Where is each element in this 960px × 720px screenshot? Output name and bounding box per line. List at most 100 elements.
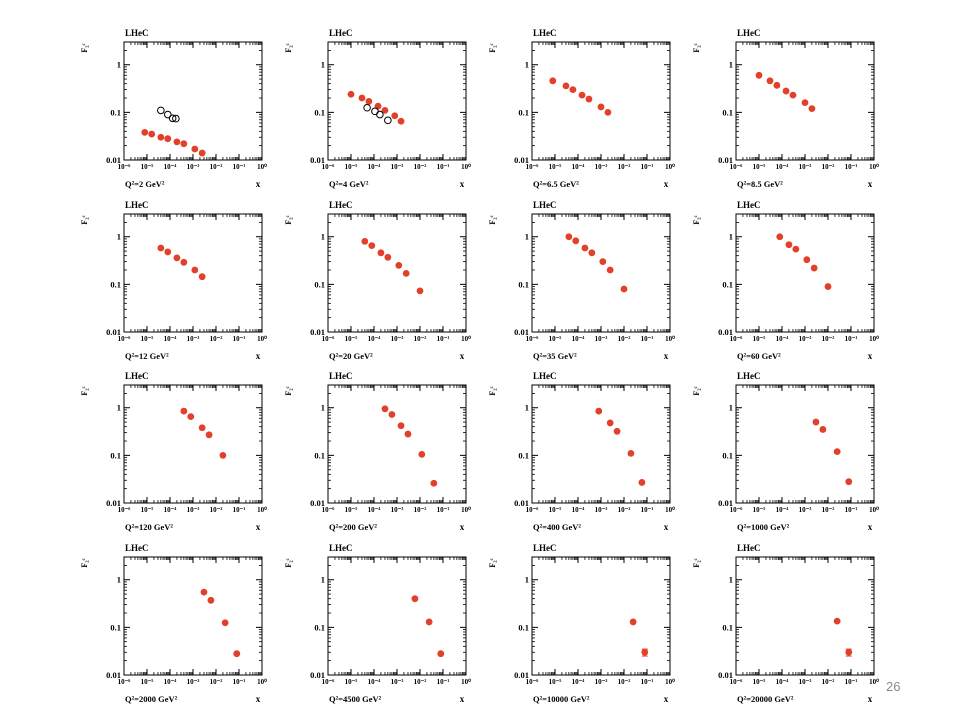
- q2-label: Q²=200 GeV²: [329, 522, 377, 532]
- x-axis-label: x: [664, 694, 669, 704]
- data-point: [198, 149, 206, 157]
- y-axis-label: F₂ᶜ: [488, 43, 497, 52]
- x-tick-label: 10⁻⁵: [549, 678, 562, 686]
- data-point: [845, 478, 853, 486]
- plot-frame: [123, 556, 263, 676]
- x-axis-label: x: [256, 694, 261, 704]
- x-tick-label: 10⁻⁶: [322, 506, 335, 514]
- y-tick-label: 0.01: [310, 498, 325, 508]
- plot-frame: [123, 384, 263, 504]
- x-tick-label: 10⁰: [461, 163, 471, 171]
- x-tick-label: 10⁻²: [414, 335, 427, 343]
- x-tick-label: 10⁻⁶: [526, 506, 539, 514]
- data-point: [157, 244, 165, 252]
- x-tick-label: 10⁰: [257, 163, 267, 171]
- data-point: [845, 648, 853, 656]
- data-point: [810, 264, 818, 272]
- x-tick-label: 10⁰: [257, 506, 267, 514]
- data-point: [180, 407, 188, 415]
- x-tick-label: 10⁻⁴: [164, 335, 178, 343]
- data-point: [207, 596, 215, 604]
- x-tick-label: 10⁰: [869, 163, 879, 171]
- y-tick-label: 0.01: [718, 498, 733, 508]
- data-point: [219, 451, 227, 459]
- q2-label: Q²=400 GeV²: [533, 522, 581, 532]
- chart-panel: 0.01 0.1 1 10⁻⁶ 10⁻⁵ 10⁻⁴ 10⁻³ 10⁻² 10⁻¹ 10⁰ LHeC F…: [284, 200, 471, 361]
- x-tick-label: 10⁻³: [391, 163, 404, 171]
- x-tick-label: 10⁻⁶: [322, 163, 335, 171]
- chart-panel: 0.01 0.1 1 10⁻⁶ 10⁻⁵ 10⁻⁴ 10⁻³ 10⁻² 10⁻¹ 10⁰ LHeC F…: [692, 371, 879, 532]
- q2-label: Q²=6.5 GeV²: [533, 179, 579, 189]
- chart-panel: 0.01 0.1 1 10⁻⁶ 10⁻⁵ 10⁻⁴ 10⁻³ 10⁻² 10⁻¹ 10⁰ LHeC F…: [284, 371, 471, 532]
- y-tick-label: 0.1: [722, 279, 733, 289]
- y-tick-label: 0.1: [110, 450, 121, 460]
- y-tick-label: 1: [525, 575, 529, 585]
- chart-panel: 0.01 0.1 1 10⁻⁶ 10⁻⁵ 10⁻⁴ 10⁻³ 10⁻² 10⁻¹ 10⁰ LHeC F…: [80, 200, 267, 361]
- data-point: [824, 283, 832, 290]
- q2-label: Q²=4500 GeV²: [329, 694, 382, 704]
- x-tick-label: 10⁻³: [799, 335, 812, 343]
- x-tick-label: 10⁻⁵: [141, 163, 154, 171]
- x-tick-label: 10⁻²: [414, 506, 427, 514]
- x-tick-label: 10⁻²: [822, 335, 835, 343]
- plot-frame: [531, 556, 671, 676]
- plot-frame: [735, 556, 875, 676]
- data-point: [173, 254, 181, 262]
- experiment-label: LHeC: [125, 543, 149, 553]
- data-point: [430, 479, 438, 487]
- y-tick-label: 0.1: [518, 107, 529, 117]
- x-tick-label: 10⁻⁶: [322, 335, 335, 343]
- data-point: [402, 269, 410, 277]
- y-axis-label: F₂ᶜ: [692, 558, 701, 567]
- data-point: [187, 413, 195, 421]
- x-tick-label: 10⁻⁶: [118, 335, 131, 343]
- x-tick-label: 10⁻³: [391, 506, 404, 514]
- x-tick-label: 10⁻⁶: [526, 678, 539, 686]
- data-point: [200, 588, 208, 596]
- data-point: [627, 449, 635, 457]
- x-axis-label: x: [868, 522, 873, 532]
- data-point: [388, 411, 396, 418]
- x-tick-label: 10⁻⁶: [118, 506, 131, 514]
- x-tick-label: 10⁻⁴: [776, 678, 790, 686]
- x-axis-label: x: [664, 179, 669, 189]
- data-point: [397, 422, 405, 430]
- q2-label: Q²=120 GeV²: [125, 522, 173, 532]
- data-point: [395, 262, 403, 269]
- y-tick-label: 0.01: [514, 670, 529, 680]
- data-point: [776, 233, 784, 241]
- x-tick-label: 10⁻²: [210, 678, 223, 686]
- x-axis-label: x: [868, 694, 873, 704]
- x-tick-label: 10⁻²: [618, 163, 631, 171]
- y-tick-label: 0.01: [106, 155, 121, 165]
- x-tick-label: 10⁻⁴: [776, 506, 790, 514]
- plot-frame: [123, 41, 263, 161]
- x-tick-label: 10⁰: [665, 335, 675, 343]
- y-tick-label: 0.01: [106, 670, 121, 680]
- y-axis-label: F₂ᶜ: [80, 43, 89, 52]
- chart-panel: 0.01 0.1 1 10⁻⁶ 10⁻⁵ 10⁻⁴ 10⁻³ 10⁻² 10⁻¹ 10⁰ LHeC F…: [488, 28, 675, 189]
- plot-frame: [327, 384, 467, 504]
- x-tick-label: 10⁻²: [822, 678, 835, 686]
- data-point: [629, 618, 637, 626]
- chart-panel: 0.01 0.1 1 10⁻⁶ 10⁻⁵ 10⁻⁴ 10⁻³ 10⁻² 10⁻¹ 10⁰ LHeC F…: [488, 200, 675, 361]
- x-tick-label: 10⁻¹: [845, 335, 858, 343]
- plot-frame: [327, 556, 467, 676]
- y-tick-label: 0.1: [314, 622, 325, 632]
- x-tick-label: 10⁻³: [799, 163, 812, 171]
- x-tick-label: 10⁻⁵: [753, 163, 766, 171]
- x-tick-label: 10⁻⁴: [572, 678, 586, 686]
- x-tick-label: 10⁻¹: [437, 335, 450, 343]
- x-tick-label: 10⁻⁵: [549, 506, 562, 514]
- y-tick-label: 1: [525, 60, 529, 70]
- data-point: [595, 407, 603, 415]
- data-point: [638, 479, 646, 486]
- x-tick-label: 10⁰: [665, 163, 675, 171]
- y-tick-label: 1: [729, 403, 733, 413]
- x-axis-label: x: [460, 351, 465, 361]
- data-point: [792, 245, 800, 253]
- x-tick-label: 10⁻⁶: [730, 678, 743, 686]
- experiment-label: LHeC: [533, 543, 557, 553]
- x-tick-label: 10⁻²: [822, 506, 835, 514]
- data-point: [418, 450, 426, 458]
